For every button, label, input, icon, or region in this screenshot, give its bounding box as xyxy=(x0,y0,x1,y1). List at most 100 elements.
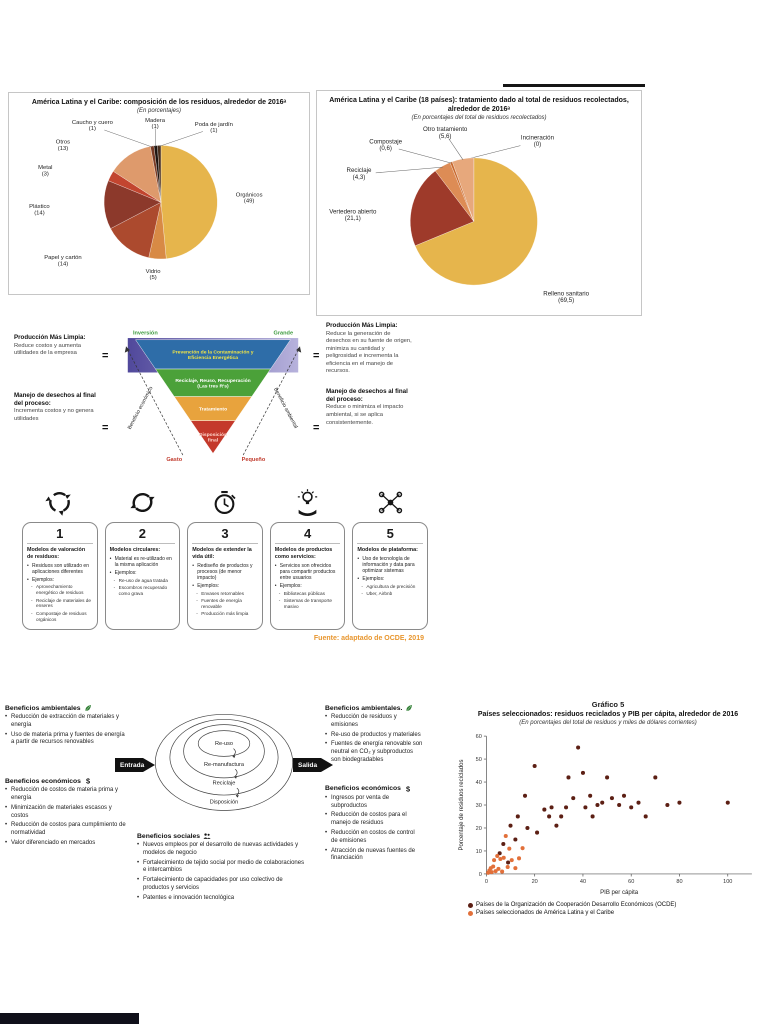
equals-sign: = xyxy=(313,350,320,362)
benefits-left-column: Beneficios ambientales Reducción de extr… xyxy=(5,704,129,850)
svg-text:Papel y cartón(14): Papel y cartón (14) xyxy=(44,255,81,267)
card-number: 4 xyxy=(274,526,341,544)
legend-dot xyxy=(468,911,473,917)
card-subitem: Aprovechamiento energético de residuos xyxy=(27,584,93,596)
benefit-heading: Beneficios ambientales. xyxy=(325,704,423,712)
card-items: Material es re-utilizado en la misma apl… xyxy=(110,556,176,597)
people-icon xyxy=(203,832,211,840)
card-subitem: Fuentes de energía renovable xyxy=(192,598,258,610)
model-card: 2 Modelos circulares: Material es re-uti… xyxy=(104,486,181,630)
benefit-item: Reducción de costos para cumplimiento de… xyxy=(5,822,129,838)
chart-title: América Latina y el Caribe (18 países): … xyxy=(329,97,629,114)
svg-text:40: 40 xyxy=(580,879,586,885)
chart-subtitle: (En porcentajes del total de residuos re… xyxy=(411,115,547,122)
cards-grid: 1 Modelos de valoración de residuos: Res… xyxy=(22,486,428,630)
benefit-item: Ingresos por venta de subproductos xyxy=(325,795,423,811)
svg-text:Reciclaje: Reciclaje xyxy=(213,781,236,787)
pyramid-left-block: Producción Más Limpia: Reduce costos y a… xyxy=(14,334,100,358)
svg-text:Beneficio económico: Beneficio económico xyxy=(127,386,155,431)
svg-text:Porcentaje de residuos recicla: Porcentaje de residuos reciclados xyxy=(459,760,465,851)
card-item: Rediseño de productos y procesos (de men… xyxy=(192,563,258,582)
chart-title: Países seleccionados: residuos reciclado… xyxy=(477,711,739,718)
pie-chart-treatment: Relleno sanitario (69,5) Vertedero abierto… xyxy=(329,126,589,304)
legend-item: Países de la Organización de Cooperación… xyxy=(468,902,764,909)
svg-text:0: 0 xyxy=(479,872,482,878)
scan-artifact-line xyxy=(503,84,645,87)
pyramid-left-block: Manejo de desechos al final del proceso:… xyxy=(14,392,100,424)
chart-title: América Latina y el Caribe: composición … xyxy=(31,99,287,106)
source-note: Fuente: adaptado de OCDE, 2019 xyxy=(313,635,424,642)
pyramid-right-block: Manejo de desechos al final del proceso:… xyxy=(326,388,416,427)
card-item: Ejemplos: xyxy=(110,570,176,577)
model-card: 5 Modelos de plataforma: Uso de tecnolog… xyxy=(352,486,428,630)
block-title: Manejo de desechos al final del proceso: xyxy=(14,391,96,407)
benefit-item: Reducción de costos de materia prima y e… xyxy=(5,787,129,803)
svg-text:20: 20 xyxy=(532,879,538,885)
pyramid-right-text: Producción Más Limpia: Reduce la generac… xyxy=(326,322,416,427)
equals-sign: = xyxy=(102,350,109,362)
svg-text:Beneficio ambiental: Beneficio ambiental xyxy=(272,387,298,430)
pie-chart-composition: Orgánicos (49) Vidrio (5) Papel y cartón (14)… xyxy=(29,118,263,281)
card-subitem: Envases retornables xyxy=(192,591,258,597)
card-title: Modelos de productos como servicios: xyxy=(274,547,333,560)
svg-text:Reciclaje, Reuso, Recuperación: Reciclaje, Reuso, Recuperación (Las tres … xyxy=(175,378,250,390)
entrada-label: Entrada xyxy=(120,761,145,769)
benefit-item: Reducción de costos para el manejo de re… xyxy=(325,812,423,828)
svg-text:Otro tratamiento(5,6): Otro tratamiento (5,6) xyxy=(423,126,468,140)
benefits-social-block: Beneficios sociales Nuevos empleos por e… xyxy=(137,832,309,905)
model-card: 1 Modelos de valoración de residuos: Res… xyxy=(22,486,98,630)
svg-text:50: 50 xyxy=(476,757,482,763)
svg-text:Reciclaje(4,3): Reciclaje (4,3) xyxy=(347,167,372,181)
leaf-icon xyxy=(84,704,92,712)
card-title: Modelos de valoración de residuos: xyxy=(27,547,86,560)
card-number: 1 xyxy=(27,526,93,544)
svg-text:Vertedero abierto(21,1): Vertedero abierto (21,1) xyxy=(329,208,377,222)
benefit-item: Reducción en costos de control de emisio… xyxy=(325,830,423,846)
benefit-heading: Beneficios sociales xyxy=(137,832,309,840)
scan-artifact-bar xyxy=(0,1013,139,1024)
model-card-body: 2 Modelos circulares: Material es re-uti… xyxy=(104,522,181,630)
svg-text:$: $ xyxy=(406,785,410,793)
card-subitem: Producción más limpia xyxy=(192,611,258,617)
svg-text:Inversión: Inversión xyxy=(133,331,158,337)
model-card: 4 Modelos de productos como servicios: S… xyxy=(269,486,346,630)
svg-text:Metal(3): Metal (3) xyxy=(38,165,52,177)
benefit-item: Re-uso de productos y materiales xyxy=(325,732,423,740)
benefit-item: Valor diferenciado en mercados xyxy=(5,840,129,848)
clock-icon xyxy=(210,486,239,518)
svg-text:0: 0 xyxy=(485,879,488,885)
svg-text:Vidrio(5): Vidrio (5) xyxy=(146,269,162,281)
benefit-heading: Beneficios ambientales xyxy=(5,704,129,712)
svg-text:60: 60 xyxy=(476,734,482,740)
svg-text:Re-manufactura: Re-manufactura xyxy=(204,762,245,768)
chart-number: Gráfico 5 xyxy=(591,700,625,709)
card-item: Ejemplos: xyxy=(275,583,341,590)
benefit-block: Beneficios ambientales. Reducción de res… xyxy=(325,704,423,765)
benefits-diagram: Beneficios ambientales Reducción de extr… xyxy=(5,702,425,947)
chart-subtitle: (En porcentajes) xyxy=(136,108,182,115)
svg-text:Orgánicos(49): Orgánicos (49) xyxy=(236,192,263,204)
card-subitem: Reciclaje de materiales de enseres xyxy=(27,598,93,610)
chart-subtitle: (En porcentajes del total de residuos y … xyxy=(519,720,697,727)
svg-text:Madera(1): Madera (1) xyxy=(145,118,166,130)
figure-waste-treatment: América Latina y el Caribe (18 países): … xyxy=(316,90,642,316)
equals-sign: = xyxy=(102,422,109,434)
benefit-items: Reducción de costos de materia prima y e… xyxy=(5,787,129,848)
block-body: Reduce la generación de desechos en su f… xyxy=(326,330,412,375)
svg-text:80: 80 xyxy=(676,879,682,885)
svg-text:Gasto: Gasto xyxy=(166,457,182,463)
card-subitem: Sistemas de transporte masivo xyxy=(275,598,341,610)
svg-text:100: 100 xyxy=(723,879,732,885)
benefits-right-column: Beneficios ambientales. Reducción de res… xyxy=(325,704,423,865)
svg-text:PIB per cápita: PIB per cápita xyxy=(600,890,639,896)
card-item: Ejemplos: xyxy=(192,583,258,590)
card-subitem: Uber, Airbnb xyxy=(357,591,423,597)
network-icon xyxy=(376,486,405,518)
pyramid-right-block: Producción Más Limpia: Reduce la generac… xyxy=(326,322,416,376)
benefit-items: Nuevos empleos por el desarrollo de nuev… xyxy=(137,842,309,903)
benefit-title: Beneficios económicos xyxy=(325,785,401,793)
benefit-block: Beneficios ambientales Reducción de extr… xyxy=(5,704,129,747)
loop-icon xyxy=(128,486,157,518)
